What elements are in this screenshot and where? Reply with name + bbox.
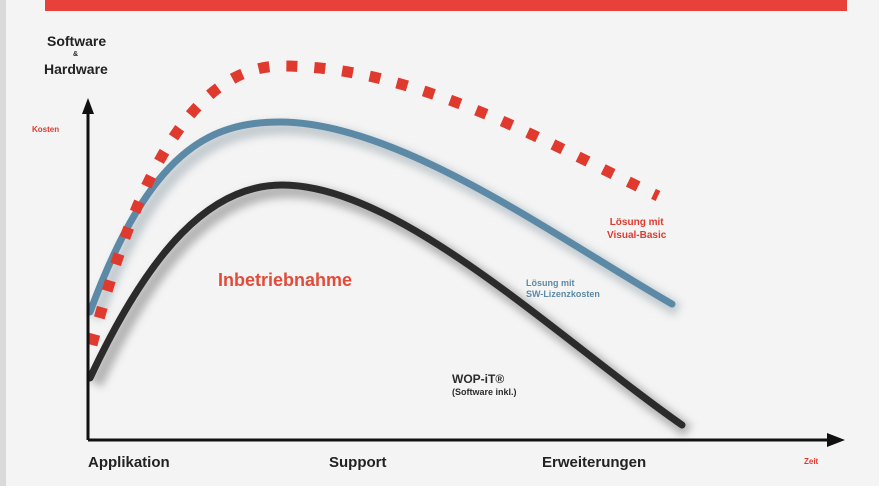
wop-it-curve — [86, 181, 686, 429]
visual-basic-label-line2: Visual-Basic — [607, 229, 667, 241]
visual-basic-label: Lösung mit Visual-Basic — [607, 217, 666, 242]
sw-lizenz-label-line1: Lösung mit — [526, 278, 575, 288]
sw-lizenz-label-line2: SW-Lizenzkosten — [526, 289, 600, 300]
y-axis-title-amp: & — [73, 51, 79, 58]
y-axis-title-line2: Hardware — [44, 61, 108, 77]
x-axis-end-label: Zeit — [804, 457, 819, 466]
visual-basic-curve — [86, 60, 661, 347]
x-axis-arrow — [827, 433, 845, 447]
y-axis-subtitle: Kosten — [32, 125, 60, 134]
inbetriebnahme-label: Inbetriebnahme — [218, 270, 353, 290]
sw-lizenz-label: Lösung mit SW-Lizenzkosten — [526, 278, 600, 301]
x-tick-support: Support — [329, 454, 387, 471]
visual-basic-label-line1: Lösung mit — [609, 217, 664, 228]
x-tick-applikation: Applikation — [88, 454, 170, 471]
x-tick-erweiterungen: Erweiterungen — [542, 454, 647, 471]
sw-lizenz-curve — [86, 118, 676, 316]
left-border — [0, 0, 6, 486]
accent-bar — [45, 0, 847, 11]
y-axis-title-line1: Software — [47, 33, 107, 49]
wop-it-label-line2: (Software inkl.) — [452, 387, 517, 397]
y-axis-arrow — [82, 98, 94, 114]
wop-it-label-line1: WOP-iT® — [452, 372, 505, 386]
wop-it-label: WOP-iT® (Software inkl.) — [452, 372, 517, 398]
